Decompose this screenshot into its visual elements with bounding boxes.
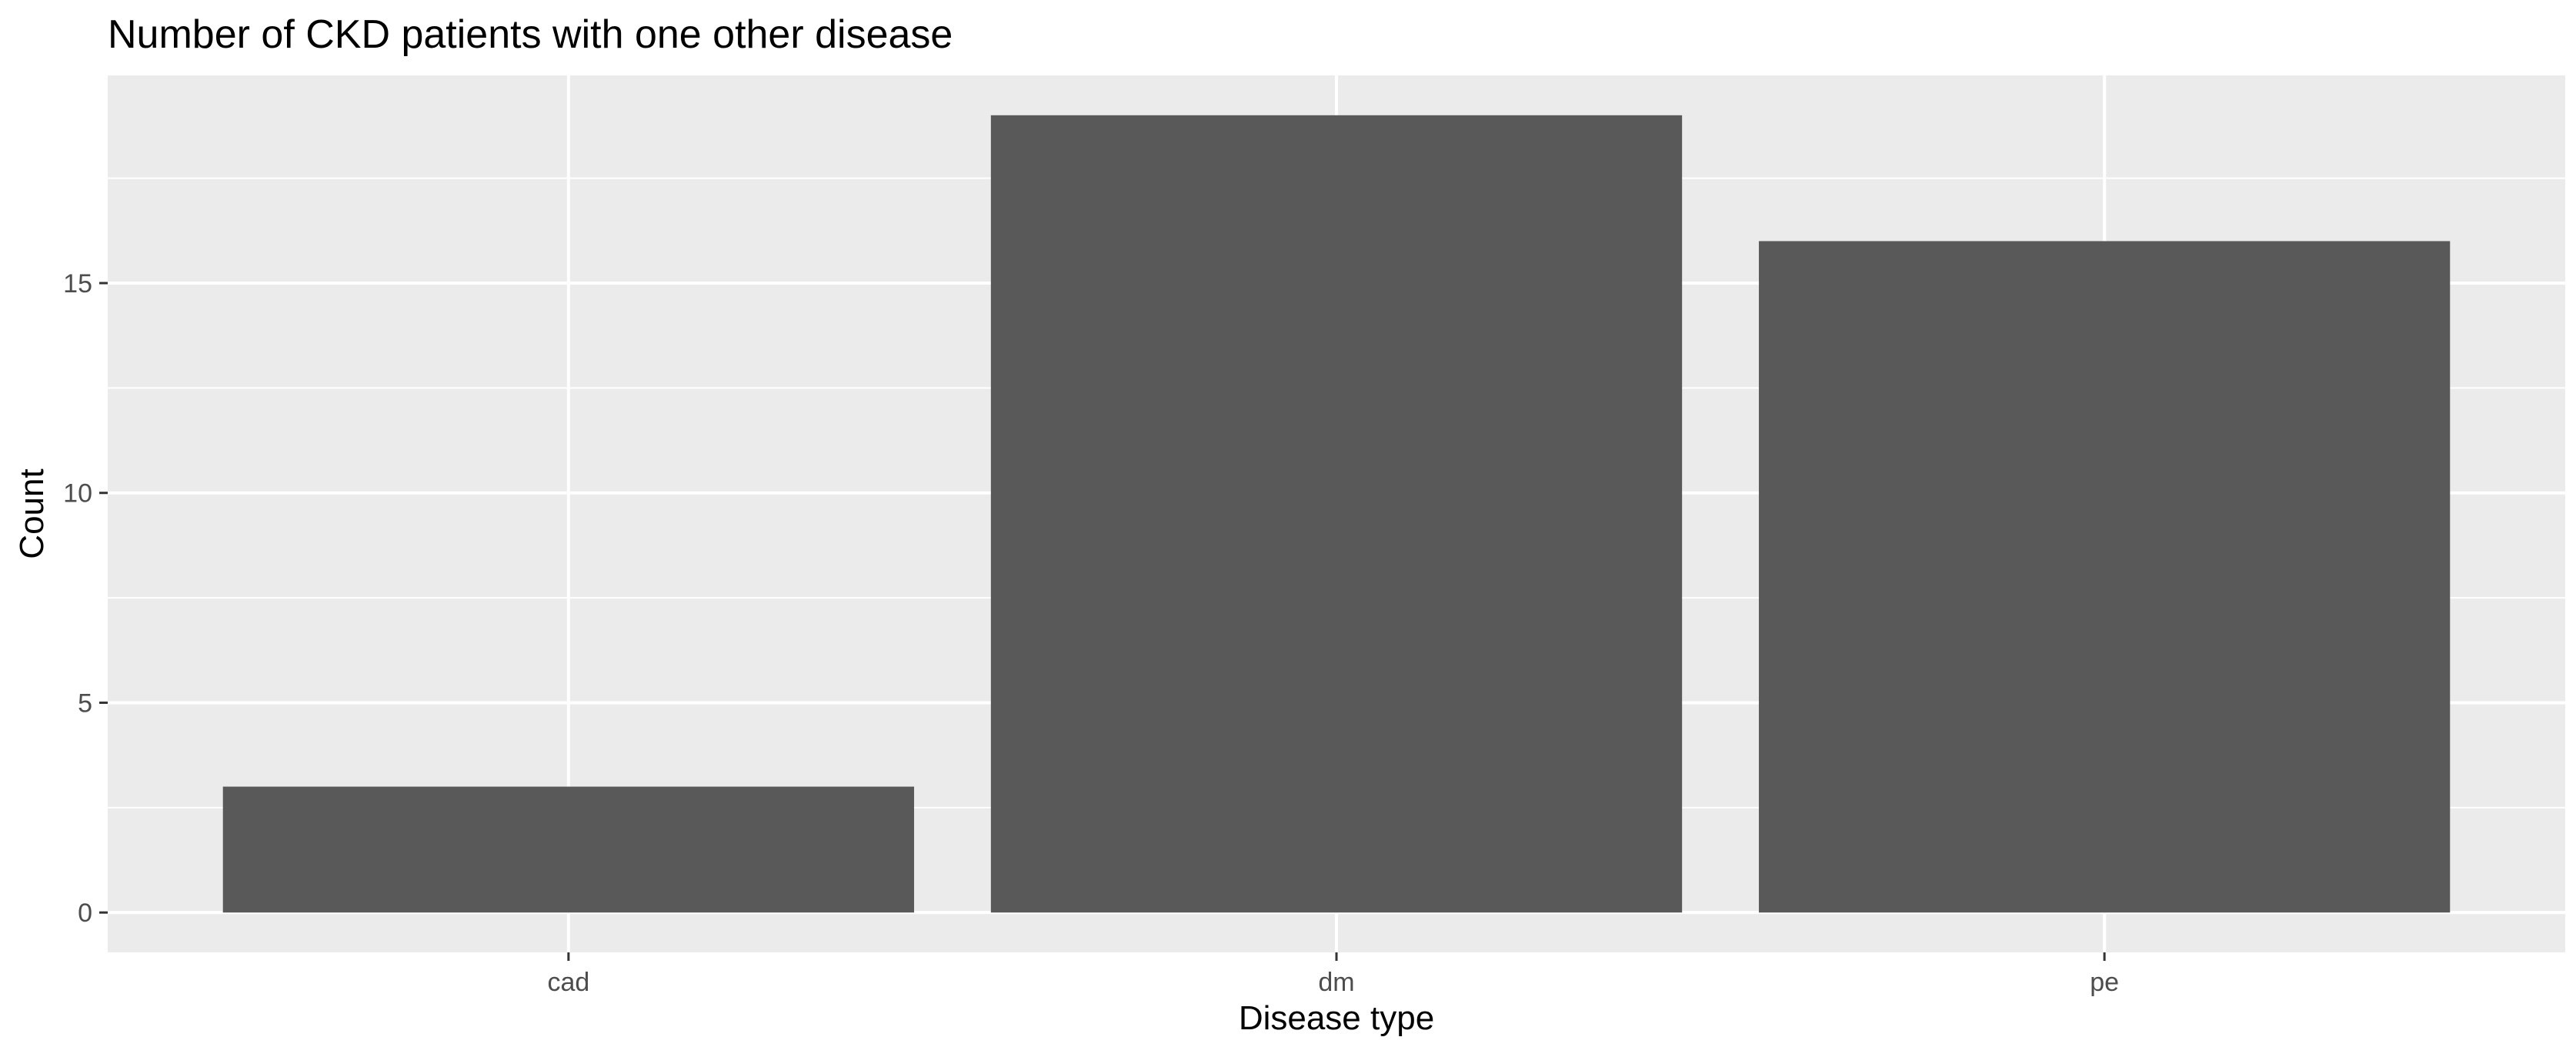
- y-axis-title: Count: [13, 468, 51, 559]
- x-tick-label-cad: cad: [547, 968, 589, 997]
- y-tick-label: 10: [63, 479, 92, 508]
- chart-title: Number of CKD patients with one other di…: [108, 12, 953, 57]
- x-axis-title: Disease type: [1239, 999, 1434, 1037]
- bars: [222, 115, 2451, 913]
- bar-cad: [222, 786, 915, 913]
- x-tick-label-dm: dm: [1318, 968, 1354, 997]
- x-axis: cad dm pe: [547, 952, 2119, 997]
- y-tick-label: 15: [63, 269, 92, 298]
- bar-pe: [1758, 241, 2451, 913]
- y-tick-label: 5: [78, 689, 92, 718]
- x-tick-label-pe: pe: [2090, 968, 2119, 997]
- y-axis: 0 5 10 15: [63, 269, 108, 928]
- y-tick-label: 0: [78, 899, 92, 928]
- bar-dm: [990, 115, 1683, 913]
